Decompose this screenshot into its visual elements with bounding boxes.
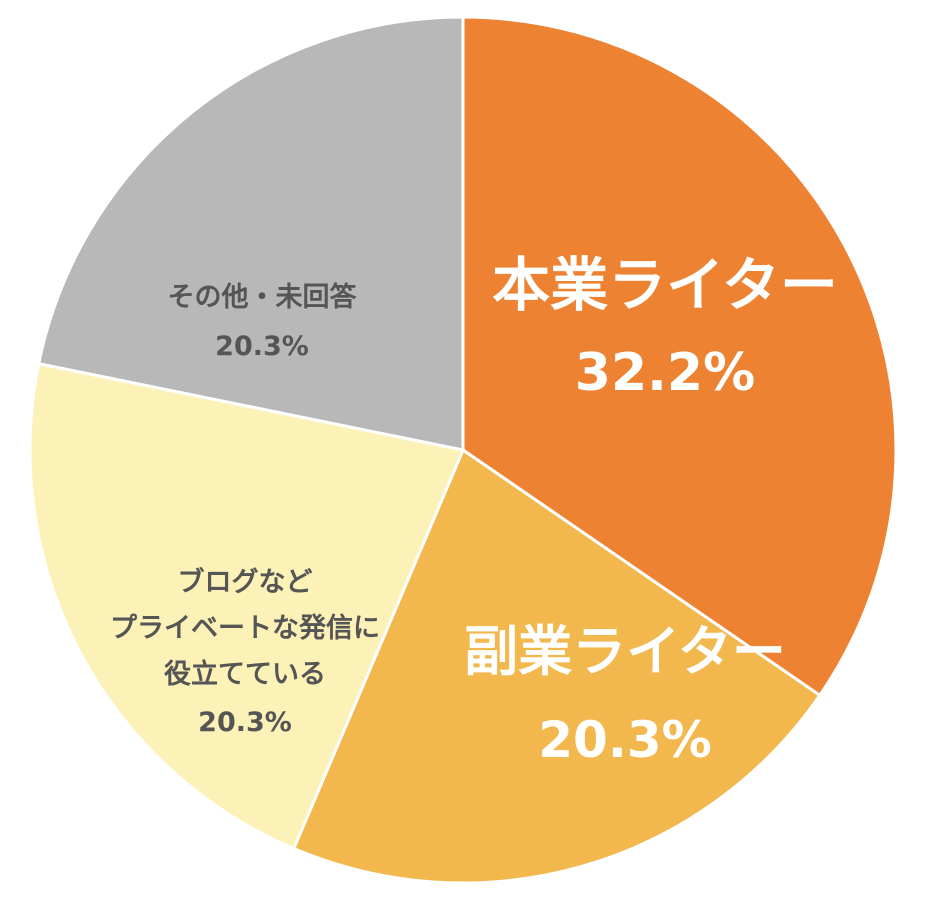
pie-slice (291, 447, 822, 885)
slice-value-label: 20.3% (198, 707, 292, 738)
pie-labels: 本業ライター 32.2% 副業ライター 20.3% ブログなどプライベートな発信に役立て… (110, 251, 838, 769)
slice-label: プライベートな発信に (110, 613, 380, 644)
pie-slices (28, 15, 898, 885)
pie-slice (28, 361, 466, 851)
slice-label: その他・未回答 (168, 281, 358, 313)
pie-slice (36, 15, 465, 452)
slice-label: 本業ライター (492, 251, 838, 319)
slice-value-label: 20.3% (215, 331, 309, 362)
slice-label: 副業ライター (464, 620, 786, 683)
slice-label: ブログなど (178, 566, 313, 598)
slice-value-label: 20.3% (538, 711, 711, 769)
pie-slice (461, 15, 898, 698)
slice-value-label: 32.2% (575, 343, 755, 403)
slice-label: 役立てている (164, 658, 326, 690)
